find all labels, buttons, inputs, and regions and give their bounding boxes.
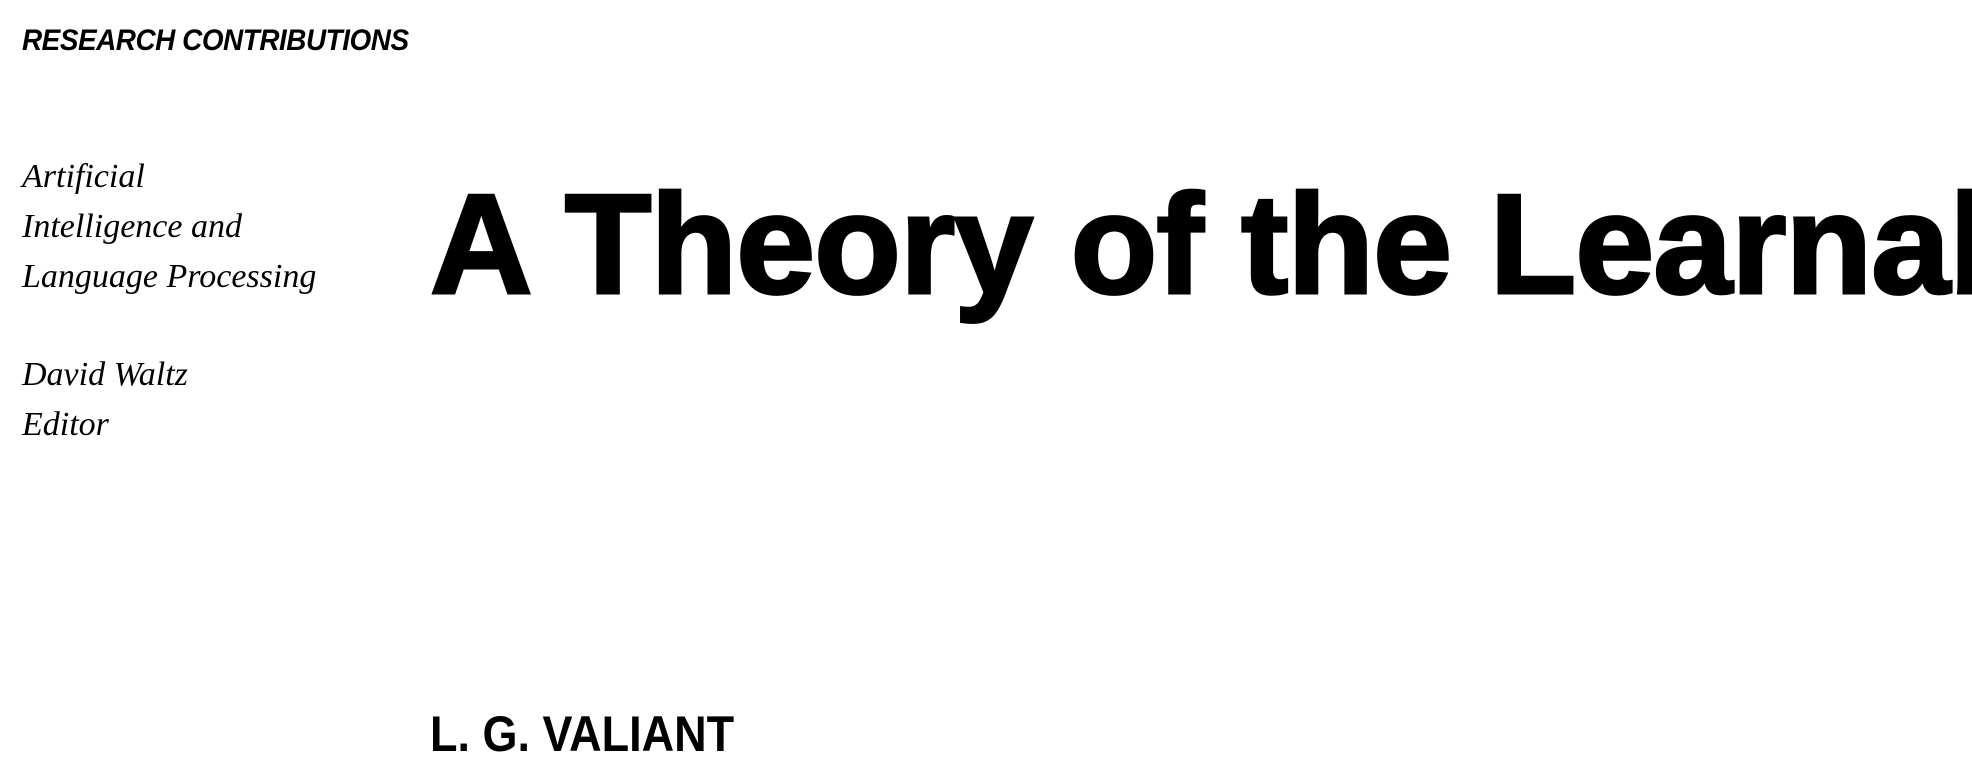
article-title: A Theory of the Learnable [428, 165, 1972, 324]
editor-credit: David Waltz Editor [22, 350, 188, 450]
section-label: RESEARCH CONTRIBUTIONS [22, 24, 409, 57]
editor-name: David Waltz [22, 356, 188, 393]
editor-role: Editor [22, 406, 109, 443]
department-line: Intelligence and [22, 208, 242, 245]
department-heading: Artificial Intelligence and Language Pro… [22, 152, 316, 302]
article-author: L. G. VALIANT [430, 706, 735, 762]
department-line: Artificial [22, 158, 145, 195]
department-line: Language Processing [22, 258, 317, 295]
